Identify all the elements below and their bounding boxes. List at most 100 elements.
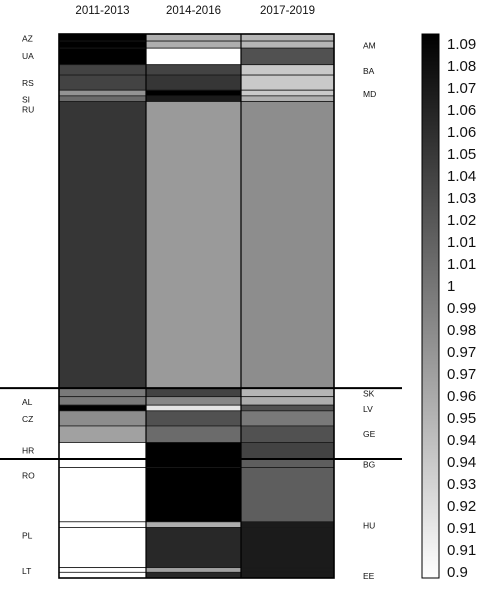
colorbar xyxy=(421,33,440,579)
cell-PL-2014-2016 xyxy=(145,527,242,569)
row-label-RU: RU xyxy=(22,105,34,115)
cell-CZ-2011-2013 xyxy=(58,410,147,427)
colorbar-tick-label: 1.07 xyxy=(447,80,476,97)
row-label-AL: AL xyxy=(22,397,33,407)
cell-SK-2017-2019 xyxy=(240,387,335,398)
colorbar-tick-label: 0.9 xyxy=(447,564,468,581)
cell-MD-2014-2016 xyxy=(145,89,242,97)
cell-EE-2014-2016 xyxy=(145,571,242,579)
cell-BG-2014-2016 xyxy=(145,458,242,468)
heatmap-border xyxy=(58,33,335,579)
row-label-LT: LT xyxy=(22,566,31,576)
row-label-BA: BA xyxy=(363,66,375,76)
cell-SK-2011-2013 xyxy=(58,387,147,398)
cell-RS-2017-2019 xyxy=(240,74,335,91)
row-label-MD: MD xyxy=(363,89,376,99)
colorbar-tick-label: 1.01 xyxy=(447,234,476,251)
row-label-SI: SI xyxy=(22,95,30,105)
cell-GE-2011-2013 xyxy=(58,425,147,443)
colorbar-tick-label: 1.06 xyxy=(447,124,476,141)
cell-UA-2014-2016 xyxy=(145,47,242,66)
row-label-CZ: CZ xyxy=(22,414,33,424)
row-label-AM: AM xyxy=(363,41,376,51)
cell-LV-2011-2013 xyxy=(58,404,147,412)
colorbar-tick-label: 0.94 xyxy=(447,454,476,471)
cell-RU-2011-2013 xyxy=(58,101,147,389)
cell-UA-2017-2019 xyxy=(240,47,335,66)
colorbar-tick-label: 1.09 xyxy=(447,36,476,53)
cell-RU-2017-2019 xyxy=(240,101,335,389)
row-label-AZ: AZ xyxy=(22,34,33,44)
row-label-SK: SK xyxy=(363,388,375,398)
colorbar-tick-label: 0.99 xyxy=(447,300,476,317)
cell-LV-2017-2019 xyxy=(240,404,335,412)
cell-LV-2014-2016 xyxy=(145,404,242,412)
colorbar-tick-label: 1 xyxy=(447,278,455,295)
cell-BG-2017-2019 xyxy=(240,458,335,468)
column-headers: 2011-2013 2014-2016 2017-2019 xyxy=(75,5,315,17)
cell-CZ-2017-2019 xyxy=(240,410,335,427)
row-label-HR: HR xyxy=(22,445,34,455)
cell-AL-2014-2016 xyxy=(145,396,242,406)
cell-BA-2017-2019 xyxy=(240,64,335,76)
column-header-2014-2016: 2014-2016 xyxy=(166,5,221,17)
colorbar-tick-labels: 1.09 1.08 1.07 1.06 1.06 1.05 1.04 1.03 1.02 1.01… xyxy=(447,36,476,581)
row-label-RO: RO xyxy=(22,471,35,481)
colorbar-tick-label: 0.91 xyxy=(447,520,476,537)
cell-UA-2011-2013 xyxy=(58,47,147,66)
cell-PL-2017-2019 xyxy=(240,527,335,569)
cell-BG-2011-2013 xyxy=(58,458,147,468)
cell-AL-2011-2013 xyxy=(58,396,147,406)
colorbar-tick-label: 0.92 xyxy=(447,498,476,515)
cell-AZ-2011-2013 xyxy=(58,33,147,42)
right-country-labels: AM BA MD SK LV GE BG HU EE xyxy=(363,41,376,582)
cell-RO-2017-2019 xyxy=(240,467,335,523)
cell-MD-2017-2019 xyxy=(240,89,335,97)
cell-AM-2017-2019 xyxy=(240,40,335,49)
heatmap-cells xyxy=(58,33,335,579)
colorbar-tick-label: 1.01 xyxy=(447,256,476,273)
cell-EE-2017-2019 xyxy=(240,571,335,579)
cell-GE-2014-2016 xyxy=(145,425,242,443)
colorbar-tick-label: 0.97 xyxy=(447,344,476,361)
cell-BA-2011-2013 xyxy=(58,64,147,76)
cell-RS-2011-2013 xyxy=(58,74,147,91)
colorbar-tick-label: 0.96 xyxy=(447,388,476,405)
cell-HU-2011-2013 xyxy=(58,521,147,528)
heatmap-frame xyxy=(58,33,335,579)
row-label-LV: LV xyxy=(363,404,373,414)
cell-HU-2014-2016 xyxy=(145,521,242,528)
cell-HR-2011-2013 xyxy=(58,442,147,460)
cell-AM-2011-2013 xyxy=(58,40,147,49)
colorbar-tick-label: 1.06 xyxy=(447,102,476,119)
colorbar-tick-label: 1.02 xyxy=(447,212,476,229)
row-label-BG: BG xyxy=(363,459,375,469)
cell-HR-2014-2016 xyxy=(145,442,242,460)
group-separators xyxy=(0,387,402,460)
row-label-GE: GE xyxy=(363,429,376,439)
cell-RO-2014-2016 xyxy=(145,467,242,523)
cell-RS-2014-2016 xyxy=(145,74,242,91)
cell-MD-2011-2013 xyxy=(58,89,147,97)
cell-PL-2011-2013 xyxy=(58,527,147,569)
cell-SI-2014-2016 xyxy=(145,95,242,102)
cell-HR-2017-2019 xyxy=(240,442,335,460)
colorbar-tick-label: 0.95 xyxy=(447,410,476,427)
colorbar-tick-label: 0.98 xyxy=(447,322,476,339)
colorbar-tick-label: 1.04 xyxy=(447,168,476,185)
cell-HU-2017-2019 xyxy=(240,521,335,528)
colorbar-tick-label: 0.93 xyxy=(447,476,476,493)
cell-LT-2017-2019 xyxy=(240,567,335,573)
cell-AZ-2014-2016 xyxy=(145,33,242,42)
colorbar-tick-label: 0.91 xyxy=(447,542,476,559)
cell-LT-2011-2013 xyxy=(58,567,147,573)
row-label-EE: EE xyxy=(363,571,375,581)
row-label-PL: PL xyxy=(22,530,33,540)
colorbar-tick-label: 1.03 xyxy=(447,190,476,207)
colorbar-gradient xyxy=(421,33,440,579)
cell-AL-2017-2019 xyxy=(240,396,335,406)
colorbar-tick-label: 1.08 xyxy=(447,58,476,75)
